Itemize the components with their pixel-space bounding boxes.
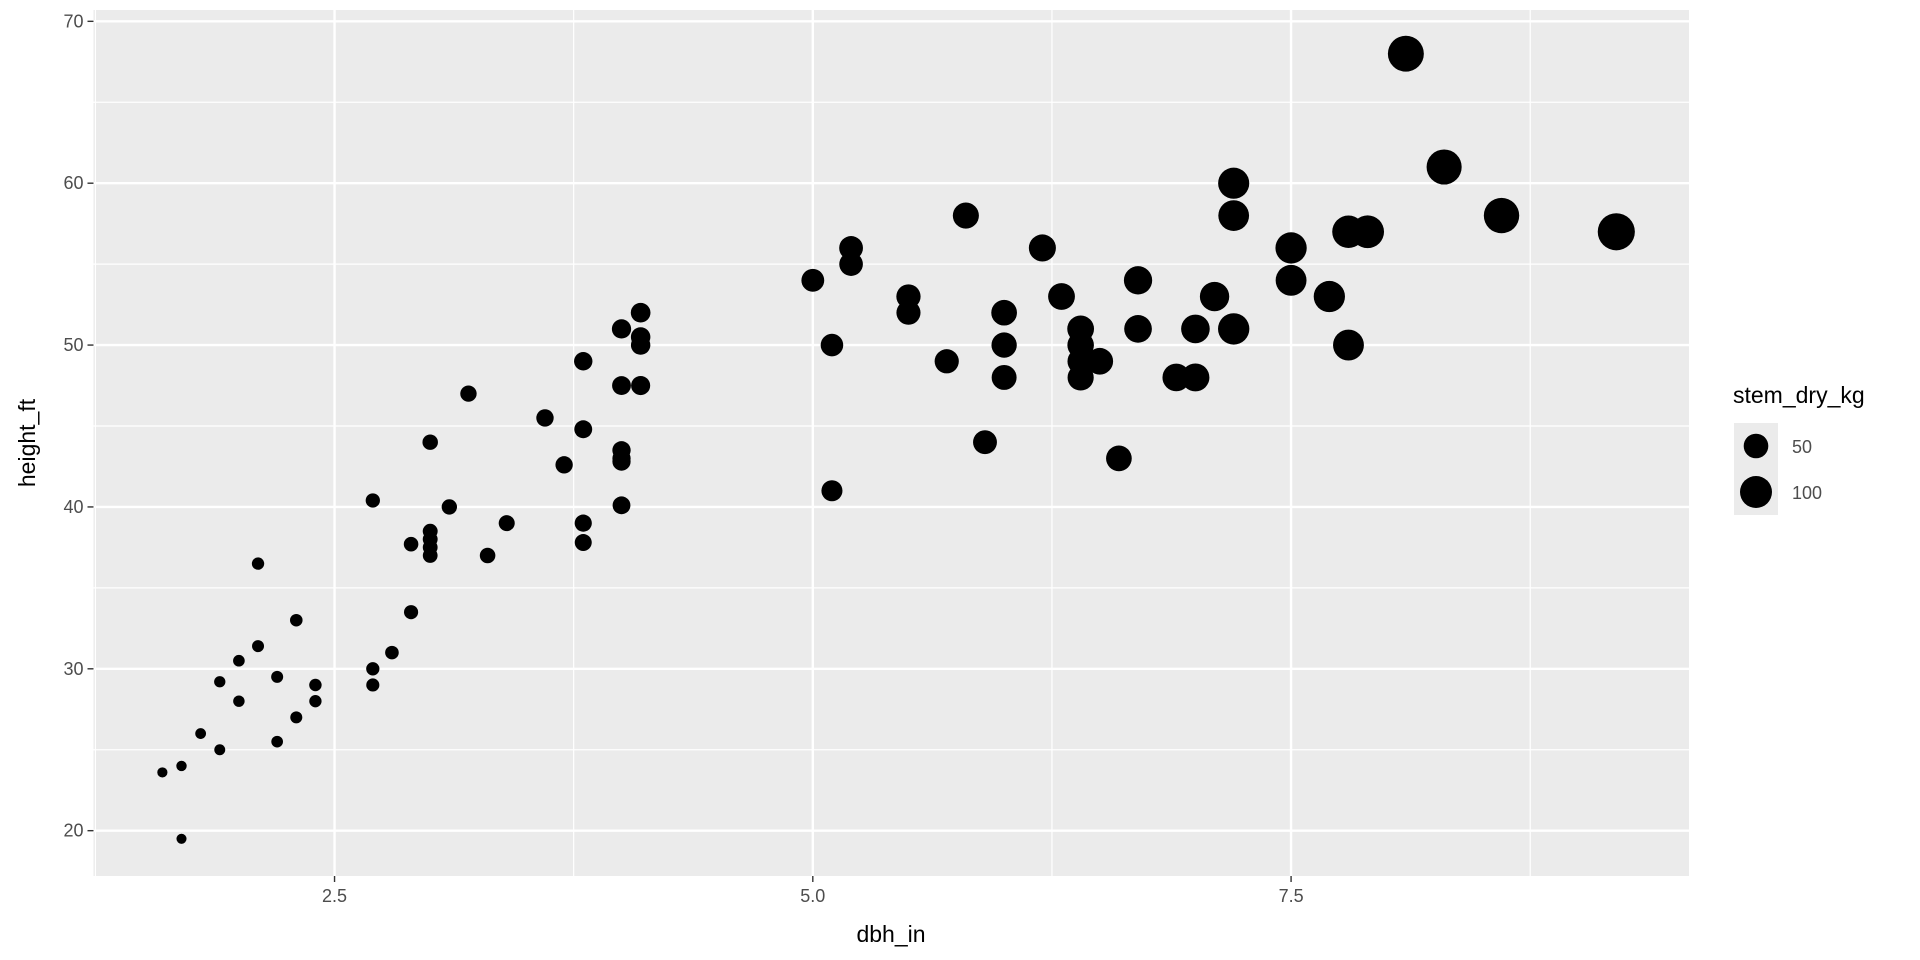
data-point — [157, 767, 168, 778]
data-point — [630, 335, 651, 355]
data-point — [1218, 313, 1250, 345]
data-point — [611, 319, 632, 339]
data-point — [896, 300, 921, 325]
data-point — [536, 409, 554, 427]
data-point — [252, 640, 265, 653]
data-point — [1387, 35, 1424, 72]
data-point — [574, 352, 593, 371]
data-point — [839, 236, 863, 260]
data-point — [1067, 364, 1094, 391]
data-point — [1351, 215, 1385, 249]
legend-key-100 — [1740, 476, 1772, 508]
gridlines — [93, 10, 1689, 876]
data-point — [630, 302, 651, 323]
data-point — [555, 456, 573, 474]
data-point — [612, 452, 631, 471]
legend-label-50: 50 — [1792, 437, 1812, 457]
data-point — [1048, 283, 1075, 310]
data-point — [1181, 363, 1210, 392]
data-point — [1218, 200, 1250, 231]
data-point — [271, 735, 283, 748]
data-point — [1199, 281, 1230, 312]
x-axis-title: dbh_in — [856, 921, 925, 947]
data-points — [157, 35, 1635, 844]
data-point — [631, 375, 651, 396]
plot-panel — [93, 10, 1689, 876]
data-point — [574, 534, 592, 552]
data-point — [385, 645, 399, 660]
data-point — [309, 678, 322, 692]
data-point — [952, 202, 979, 229]
data-point — [1275, 232, 1307, 264]
data-point — [422, 434, 438, 450]
y-tick-label: 20 — [63, 821, 83, 841]
data-point — [309, 695, 322, 708]
data-point — [195, 728, 207, 739]
data-point — [821, 480, 843, 502]
data-point — [1275, 264, 1307, 296]
data-point — [176, 833, 187, 844]
legend: stem_dry_kg 50 100 — [1733, 382, 1865, 515]
data-point — [1028, 234, 1056, 262]
legend-key-50 — [1743, 433, 1769, 459]
data-point — [1426, 149, 1462, 185]
data-point — [403, 536, 419, 552]
y-axis-title: height_ft — [14, 398, 40, 487]
y-tick-label: 50 — [63, 335, 83, 355]
data-point — [498, 515, 515, 532]
data-point — [176, 760, 187, 772]
data-point — [460, 385, 477, 402]
data-point — [991, 299, 1017, 326]
y-tick-label: 60 — [63, 173, 83, 193]
data-point — [574, 420, 593, 439]
data-point — [290, 711, 303, 724]
data-point — [422, 548, 438, 563]
data-point — [934, 349, 959, 374]
data-point — [820, 333, 844, 357]
data-point — [1483, 197, 1520, 234]
data-point — [233, 695, 245, 707]
data-point — [1181, 314, 1210, 344]
data-point — [1124, 315, 1152, 343]
data-point — [973, 430, 997, 455]
axes: 2.5 5.0 7.5 20 30 40 50 60 70 — [63, 11, 1303, 906]
data-point — [290, 613, 303, 627]
data-point — [1313, 280, 1345, 313]
data-point — [991, 332, 1017, 358]
data-point — [1333, 329, 1364, 361]
data-point — [801, 268, 825, 292]
legend-label-100: 100 — [1792, 483, 1822, 503]
data-point — [574, 514, 592, 532]
data-point — [365, 493, 380, 508]
y-tick-label: 30 — [63, 659, 83, 679]
data-point — [991, 364, 1017, 390]
data-point — [1218, 167, 1250, 199]
x-tick-label: 7.5 — [1279, 886, 1304, 906]
data-point — [1162, 363, 1191, 392]
data-point — [479, 547, 496, 564]
data-point — [251, 557, 265, 570]
data-point — [839, 252, 863, 276]
data-point — [366, 678, 380, 692]
data-point — [612, 496, 631, 515]
data-point — [1086, 347, 1114, 375]
x-tick-label: 5.0 — [800, 886, 825, 906]
data-point — [441, 499, 458, 515]
x-tick-label: 2.5 — [322, 886, 347, 906]
data-point — [1597, 213, 1635, 251]
y-tick-label: 70 — [63, 11, 83, 31]
data-point — [1123, 266, 1153, 295]
y-tick-label: 40 — [63, 497, 83, 517]
data-point — [214, 676, 226, 688]
data-point — [271, 670, 284, 683]
data-point — [403, 605, 419, 620]
data-point — [1106, 445, 1132, 472]
data-point — [233, 654, 245, 667]
legend-title: stem_dry_kg — [1733, 382, 1865, 408]
data-point — [214, 744, 226, 756]
data-point — [612, 376, 631, 395]
data-point — [366, 662, 380, 676]
